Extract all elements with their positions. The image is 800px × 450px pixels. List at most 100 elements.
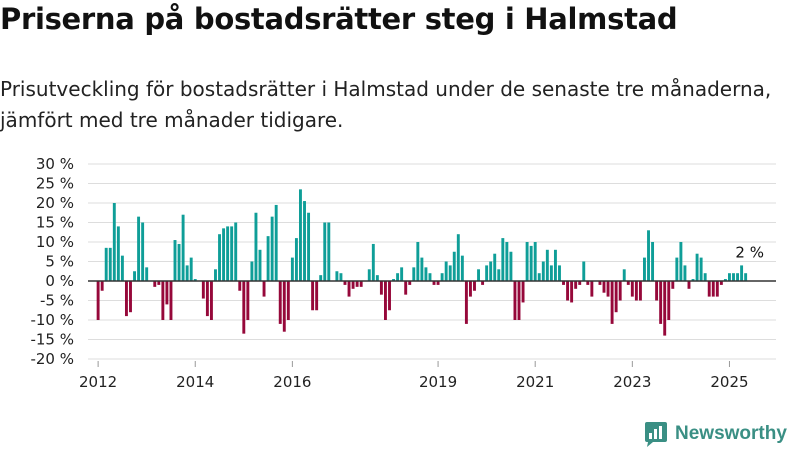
bar	[222, 228, 226, 281]
bar	[173, 240, 177, 281]
bar	[294, 238, 298, 281]
bar	[460, 255, 464, 281]
bar	[396, 273, 400, 281]
y-tick-label: 15 %	[36, 214, 74, 232]
bar	[141, 222, 145, 281]
bar	[250, 261, 254, 281]
x-tick-label: 2012	[79, 373, 117, 391]
bar	[347, 281, 351, 297]
bar	[112, 203, 116, 281]
bar	[598, 281, 602, 285]
bars	[96, 189, 748, 336]
bar	[663, 281, 667, 336]
bar	[327, 222, 331, 281]
brand-name: Newsworthy	[675, 423, 787, 444]
bar	[558, 265, 561, 281]
bar	[719, 281, 723, 285]
y-tick-label: 10 %	[36, 233, 74, 251]
bar	[230, 226, 234, 281]
bar	[145, 267, 149, 281]
bar	[108, 247, 112, 281]
bar	[553, 249, 557, 281]
bar	[695, 253, 699, 281]
bar	[307, 212, 311, 281]
bar	[384, 281, 387, 320]
bar	[137, 216, 141, 281]
bar	[691, 279, 695, 281]
bar	[570, 281, 574, 303]
bar	[274, 204, 278, 281]
bar	[711, 281, 715, 297]
bar	[120, 255, 124, 281]
bar	[116, 226, 120, 281]
bar	[610, 281, 614, 324]
bar	[282, 281, 286, 332]
bar	[133, 271, 136, 281]
annotations: 2 %	[735, 244, 764, 262]
bar	[521, 281, 525, 303]
bar	[367, 269, 371, 281]
bar	[339, 273, 343, 281]
bar	[541, 261, 545, 281]
bar	[481, 281, 485, 285]
bar	[659, 281, 663, 324]
bar	[408, 281, 412, 285]
x-tick-label: 2025	[710, 373, 748, 391]
x-tick-label: 2023	[613, 373, 651, 391]
bar	[181, 214, 185, 281]
bar-chart: 30 % 25 %20 % 15 %10 % 5 %0 % -5 %-10 % -15 %…	[30, 155, 776, 391]
bar	[590, 281, 594, 297]
bar	[351, 281, 355, 289]
bar	[209, 281, 213, 320]
bar	[655, 281, 659, 301]
bar	[545, 249, 549, 281]
bar	[375, 275, 379, 281]
bar	[440, 273, 444, 281]
bar	[638, 281, 642, 301]
bar	[533, 242, 537, 281]
bar	[189, 257, 193, 281]
bar	[549, 265, 553, 281]
bar	[218, 234, 221, 281]
bar	[355, 281, 359, 287]
y-tick-label: -5 %	[40, 292, 74, 310]
newsworthy-brand[interactable]: Newsworthy	[643, 420, 787, 448]
bar	[505, 242, 509, 281]
bar	[501, 238, 505, 281]
bar	[493, 253, 497, 281]
bar	[96, 281, 100, 320]
bar	[606, 281, 610, 297]
bar	[420, 257, 424, 281]
bar	[258, 249, 262, 281]
bar	[299, 189, 302, 281]
bar	[343, 281, 347, 285]
bar	[266, 236, 270, 281]
x-tick-label: 2019	[419, 373, 457, 391]
bar	[428, 273, 432, 281]
x-tick-label: 2014	[176, 373, 214, 391]
bar	[586, 281, 590, 285]
bar	[675, 257, 679, 281]
bar	[104, 247, 108, 281]
bar	[124, 281, 128, 317]
bar	[622, 269, 626, 281]
bar	[537, 273, 541, 281]
bar	[254, 212, 258, 281]
bar	[667, 281, 671, 320]
bar	[464, 281, 468, 324]
bar	[424, 267, 428, 281]
bar	[448, 265, 452, 281]
bar	[262, 281, 266, 297]
bar	[473, 281, 476, 291]
bar	[732, 273, 735, 281]
bar	[388, 281, 391, 311]
bar	[432, 281, 436, 285]
bar	[707, 281, 711, 297]
y-tick-label: 30 %	[36, 155, 74, 173]
bar	[736, 273, 740, 281]
bar	[626, 281, 630, 285]
bar	[566, 281, 570, 301]
bar	[319, 275, 323, 281]
bar	[562, 281, 565, 285]
bar	[335, 271, 339, 281]
